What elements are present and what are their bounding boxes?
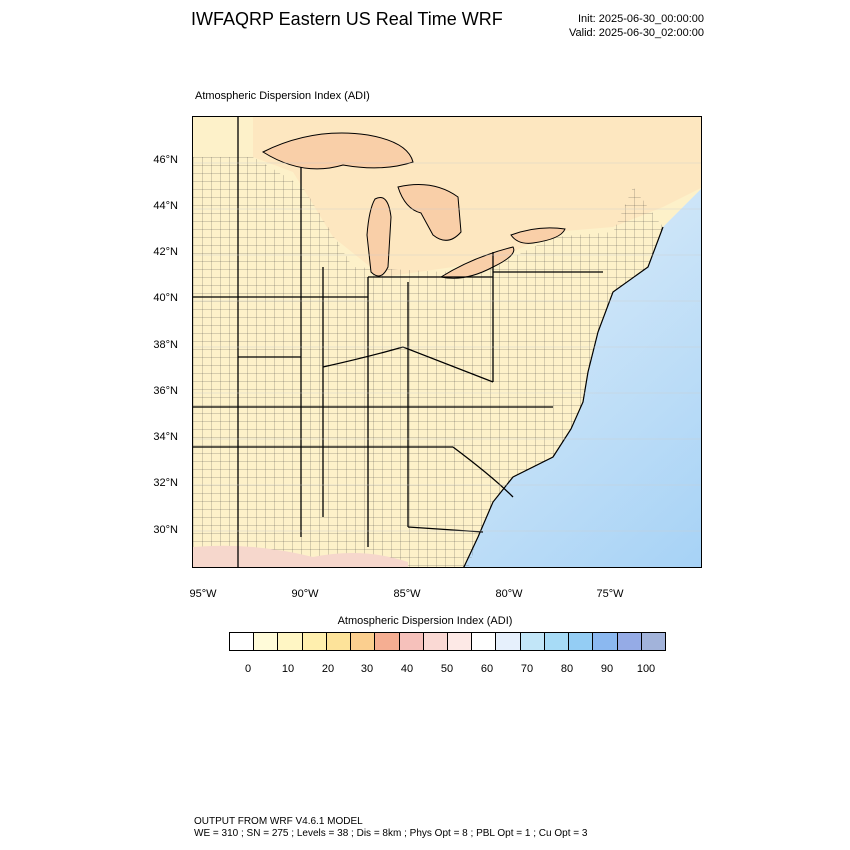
- colorbar-swatch: [326, 633, 352, 650]
- map-graphic: [193, 117, 701, 567]
- colorbar-label: 0: [244, 663, 252, 675]
- coastline: [463, 226, 664, 567]
- colorbar-swatch: [254, 633, 279, 650]
- lake-ontario: [510, 227, 566, 244]
- lon-label-95w: 95°W: [189, 588, 217, 600]
- colorbar-label: 10: [281, 663, 295, 675]
- footer-config-line: WE = 310 ; SN = 275 ; Levels = 38 ; Dis …: [194, 828, 588, 839]
- colorbar-swatch: [447, 633, 473, 650]
- colorbar-label: 90: [600, 663, 614, 675]
- colorbar-label: 50: [440, 663, 454, 675]
- lake-superior: [261, 132, 414, 170]
- lat-label-36n: 36°N: [153, 385, 178, 397]
- lon-label-80w: 80°W: [495, 588, 523, 600]
- colorbar-label: 70: [520, 663, 534, 675]
- lat-label-32n: 32°N: [153, 477, 178, 489]
- colorbar-label: 80: [560, 663, 574, 675]
- colorbar-swatch: [641, 633, 665, 650]
- lat-label-40n: 40°N: [153, 292, 178, 304]
- colorbar-swatch: [302, 633, 327, 650]
- lat-label-30n: 30°N: [153, 524, 178, 536]
- colorbar-swatch: [351, 633, 376, 650]
- lon-label-75w: 75°W: [596, 588, 624, 600]
- colorbar-swatch: [520, 633, 545, 650]
- adi-map: [192, 116, 702, 568]
- init-time: Init: 2025-06-30_00:00:00: [578, 13, 704, 25]
- colorbar-swatch: [423, 633, 448, 650]
- colorbar-swatch: [230, 633, 255, 650]
- lat-label-38n: 38°N: [153, 339, 178, 351]
- map-subtitle: Atmospheric Dispersion Index (ADI): [195, 90, 370, 102]
- colorbar-label: 100: [636, 663, 656, 675]
- colorbar-swatch: [278, 633, 303, 650]
- valid-time: Valid: 2025-06-30_02:00:00: [569, 27, 704, 39]
- colorbar-label: 60: [480, 663, 494, 675]
- gulf-of-mexico: [193, 545, 408, 567]
- colorbar: [229, 632, 666, 651]
- colorbar-swatch: [569, 633, 594, 650]
- lat-label-42n: 42°N: [153, 246, 178, 258]
- lat-label-34n: 34°N: [153, 431, 178, 443]
- lake-huron: [397, 184, 462, 241]
- colorbar-swatch: [375, 633, 400, 650]
- colorbar-label: 40: [400, 663, 414, 675]
- colorbar-swatch: [399, 633, 424, 650]
- lon-label-90w: 90°W: [291, 588, 319, 600]
- colorbar-swatch: [472, 633, 497, 650]
- colorbar-swatch: [593, 633, 618, 650]
- plot-title: IWFAQRP Eastern US Real Time WRF: [191, 9, 503, 29]
- lake-michigan: [366, 197, 392, 277]
- colorbar-swatch: [544, 633, 570, 650]
- lat-label-46n: 46°N: [153, 154, 178, 166]
- colorbar-label: 20: [321, 663, 335, 675]
- state-borders: [193, 117, 603, 567]
- colorbar-title: Atmospheric Dispersion Index (ADI): [337, 615, 513, 627]
- footer-model-line: OUTPUT FROM WRF V4.6.1 MODEL: [194, 816, 363, 827]
- colorbar-swatch: [496, 633, 521, 650]
- graticule: [193, 162, 701, 532]
- colorbar-label: 30: [360, 663, 374, 675]
- lat-label-44n: 44°N: [153, 200, 178, 212]
- lon-label-85w: 85°W: [393, 588, 421, 600]
- colorbar-swatch: [617, 633, 642, 650]
